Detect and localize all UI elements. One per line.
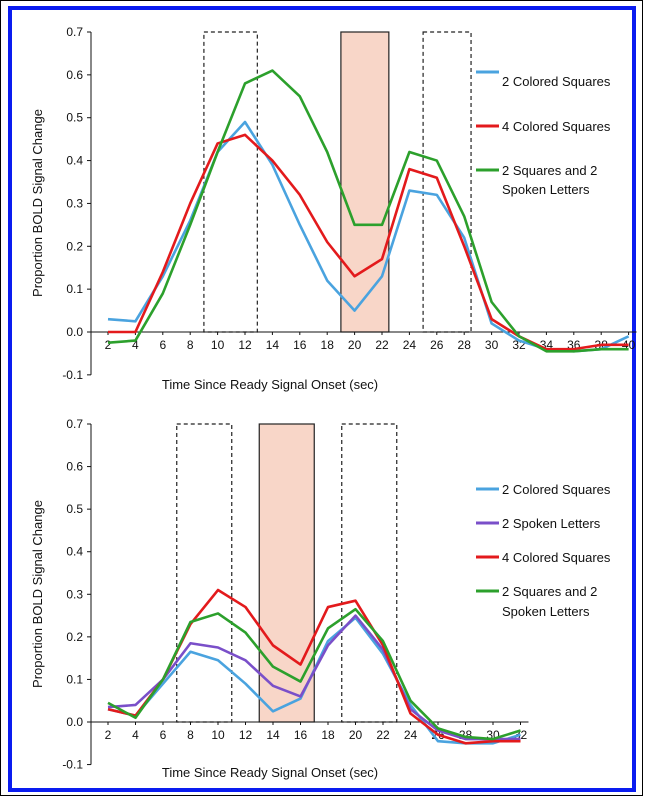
dashed-interval-1 <box>203 31 258 333</box>
y-tick-label: 0.2 <box>66 630 83 644</box>
y-tick-label: 0.5 <box>66 111 83 125</box>
x-tick-label: 28 <box>458 338 472 352</box>
x-tick-label: 2 <box>105 728 112 742</box>
x-axis-label: Time Since Ready Signal Onset (sec) <box>162 765 378 780</box>
series-line-2 <box>107 614 521 741</box>
y-tick-label: -0.1 <box>62 368 83 382</box>
y-tick-label: 0.3 <box>66 196 83 210</box>
legend-label: Spoken Letters <box>502 604 590 619</box>
legend-label: 2 Spoken Letters <box>502 516 601 531</box>
x-tick-label: 4 <box>132 338 139 352</box>
x-tick-label: 14 <box>266 728 280 742</box>
y-tick-label: 0.6 <box>66 460 83 474</box>
x-tick-label: 16 <box>293 338 307 352</box>
x-tick-label: 26 <box>430 338 444 352</box>
x-tick-label: 24 <box>403 338 417 352</box>
x-tick-label: 12 <box>238 338 252 352</box>
x-tick-label: 24 <box>404 728 418 742</box>
legend-label: 2 Colored Squares <box>502 482 611 497</box>
legend-label: 4 Colored Squares <box>502 550 611 565</box>
legend-label: 2 Squares and 2 <box>502 163 597 178</box>
x-tick-label: 22 <box>375 338 389 352</box>
x-tick-label: 14 <box>266 338 280 352</box>
x-tick-label: 18 <box>321 338 335 352</box>
x-tick-label: 20 <box>348 338 362 352</box>
x-tick-label: 10 <box>211 338 225 352</box>
x-tick-label: 10 <box>211 728 225 742</box>
y-tick-label: 0.3 <box>66 587 83 601</box>
x-tick-label: 8 <box>187 338 194 352</box>
y-tick-label: 0.1 <box>66 672 83 686</box>
y-axis-label: Proportion BOLD Signal Change <box>30 500 45 688</box>
dashed-interval-1 <box>176 423 233 723</box>
x-tick-label: 6 <box>159 338 166 352</box>
x-tick-label: 8 <box>187 728 194 742</box>
chart-1: 0.70.60.50.40.30.20.10.0-0.12 4 6 8 10 12 14 16… <box>30 25 637 392</box>
y-tick-label: 0.6 <box>66 68 83 82</box>
x-tick-label: 20 <box>349 728 363 742</box>
y-tick-label: 0.5 <box>66 502 83 516</box>
legend-label: 2 Colored Squares <box>502 74 611 89</box>
y-tick-label: -0.1 <box>62 758 83 772</box>
series-line-2 <box>108 133 629 351</box>
x-tick-label: 6 <box>160 728 167 742</box>
y-tick-label: 0.4 <box>66 154 83 168</box>
chart-2: 0.70.60.50.40.30.20.10.0-0.12 4 6 8 10 12 14 16… <box>30 417 611 780</box>
y-axis-label: Proportion BOLD Signal Change <box>30 109 45 297</box>
x-tick-label: 30 <box>485 338 499 352</box>
x-tick-label: 4 <box>132 728 139 742</box>
y-tick-label: 0.2 <box>66 239 83 253</box>
legend-label: 4 Colored Squares <box>502 119 611 134</box>
x-tick-label: 12 <box>239 728 253 742</box>
x-tick-label: 22 <box>376 728 390 742</box>
series-line-4 <box>107 607 521 741</box>
y-tick-label: 0.1 <box>66 282 83 296</box>
x-tick-label: 2 <box>105 338 112 352</box>
y-tick-label: 0.0 <box>66 325 83 339</box>
y-tick-label: 0.0 <box>66 715 83 729</box>
legend-label: Spoken Letters <box>502 182 590 197</box>
y-tick-label: 0.7 <box>66 25 83 39</box>
legend-label: 2 Squares and 2 <box>502 584 597 599</box>
y-tick-label: 0.7 <box>66 417 83 431</box>
figure-blue-border <box>8 6 636 792</box>
x-tick-label: 18 <box>321 728 335 742</box>
x-tick-label: 16 <box>294 728 308 742</box>
dashed-interval-2 <box>341 423 398 723</box>
shaded-interval <box>340 31 390 333</box>
series-line-3 <box>107 69 629 353</box>
shaded-interval <box>258 423 315 723</box>
x-axis-label: Time Since Ready Signal Onset (sec) <box>162 377 378 392</box>
y-tick-label: 0.4 <box>66 545 83 559</box>
